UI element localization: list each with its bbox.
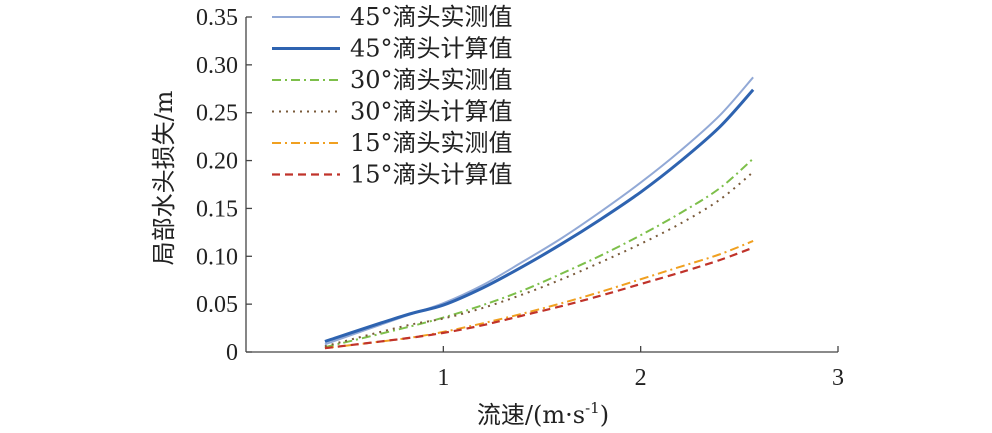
legend-label-4: 30°滴头计算值 bbox=[350, 98, 513, 126]
legend-label-5: 15°滴头实测值 bbox=[350, 129, 513, 157]
series-line-4 bbox=[324, 171, 754, 348]
y-tick-label: 0.10 bbox=[196, 244, 238, 270]
series-line-3 bbox=[324, 157, 754, 349]
axes: 0 0.05 0.10 0.15 0.20 0.25 0.30 0.35 1 2 3 bbox=[196, 5, 844, 391]
legend-label-3: 30°滴头实测值 bbox=[350, 66, 513, 94]
legend-label-2: 45°滴头计算值 bbox=[350, 35, 513, 63]
legend-label-6: 15°滴头计算值 bbox=[350, 161, 513, 189]
x-axis-title-superscript: -1 bbox=[585, 399, 600, 417]
y-tick-label: 0.15 bbox=[196, 196, 238, 222]
y-axis-title: 局部水头损失/m bbox=[150, 90, 178, 265]
series-line-2 bbox=[324, 88, 755, 343]
legend: 45°滴头实测值 45°滴头计算值 30°滴头实测值 30°滴头计算值 15°滴头实测值… bbox=[272, 3, 513, 189]
y-tick-label: 0.05 bbox=[196, 292, 238, 318]
y-tick-label: 0 bbox=[226, 340, 238, 366]
x-tick-label: 1 bbox=[437, 365, 449, 391]
series-line-5 bbox=[324, 240, 754, 350]
legend-label-1: 45°滴头实测值 bbox=[350, 3, 513, 31]
x-tick-label: 2 bbox=[635, 365, 647, 391]
y-tick-label: 0.25 bbox=[196, 101, 238, 127]
series-layer bbox=[324, 76, 755, 350]
y-tick-label: 0.20 bbox=[196, 149, 238, 175]
x-axis-title: 流速/(m·s-1) bbox=[477, 399, 609, 429]
y-tick-label: 0.30 bbox=[196, 53, 238, 79]
y-tick-label: 0.35 bbox=[196, 5, 238, 31]
series-line-6 bbox=[324, 246, 754, 350]
x-tick-label: 3 bbox=[832, 365, 844, 391]
